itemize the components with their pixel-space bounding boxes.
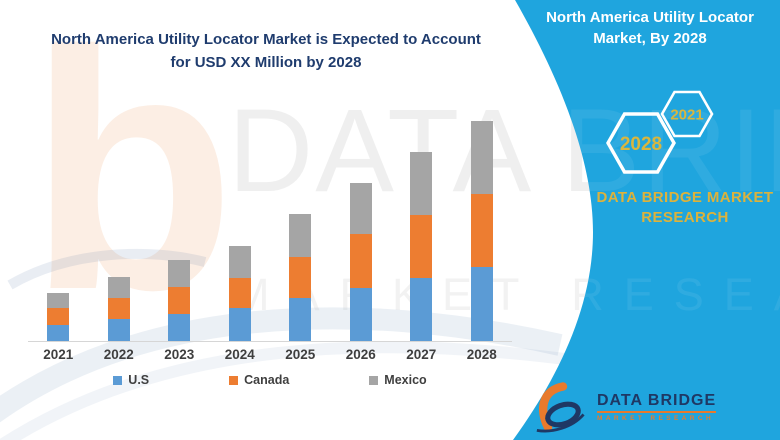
watermark-b-logo: b: [28, 0, 236, 361]
legend-label: Mexico: [384, 373, 427, 387]
bar-segment-2024-mexico: [228, 246, 251, 278]
bar-segment-2024-canada: [228, 278, 251, 308]
bar-segment-2028-mexico: [470, 121, 493, 194]
x-axis-label-2023: 2023: [164, 347, 195, 362]
legend-swatch-icon: [113, 375, 123, 385]
x-axis-label-2022: 2022: [103, 347, 134, 362]
chart-title: North America Utility Locator Market is …: [51, 31, 481, 72]
bar-segment-2024-us: [228, 308, 251, 341]
stacked-bar-chart: [28, 78, 512, 342]
bar-segment-2022-canada: [107, 298, 130, 319]
stacked-bar-2022: [107, 277, 130, 341]
stacked-bar-2025: [289, 214, 312, 341]
bar-segment-2022-us: [107, 319, 130, 341]
logo-name: DATA BRIDGE: [597, 392, 717, 413]
bar-segment-2021-us: [47, 325, 70, 341]
bar-segment-2022-mexico: [107, 277, 130, 298]
stacked-bar-2023: [168, 260, 191, 341]
bar-column-2023: [149, 78, 210, 341]
watermark-overlay-data-bridge: DATA BRIDGE: [228, 85, 780, 217]
banner-title: North America Utility Locator Market, By…: [546, 9, 754, 47]
watermark-overlay-market-research: MARKET RESEARCH: [232, 269, 780, 320]
hexagon-2028-icon: [606, 112, 676, 174]
bar-segment-2026-canada: [349, 234, 372, 288]
legend-item-mexico: Mexico: [369, 373, 427, 387]
stacked-bar-2028: [470, 121, 493, 341]
bar-segment-2025-us: [289, 298, 312, 341]
year-hexagons: 2021 2028: [606, 90, 714, 174]
bar-column-2022: [89, 78, 150, 341]
hexagon-year-2021: 2021: [670, 107, 703, 124]
bar-segment-2023-mexico: [168, 260, 191, 287]
legend-item-us: U.S: [113, 373, 149, 387]
stacked-bar-2024: [228, 246, 251, 341]
bar-segment-2021-mexico: [47, 293, 70, 308]
x-axis-label-2021: 2021: [43, 347, 74, 362]
bar-segment-2026-us: [349, 288, 372, 341]
legend-swatch-icon: [229, 375, 239, 385]
stacked-bar-2026: [349, 183, 372, 341]
bar-segment-2025-canada: [289, 257, 312, 298]
bar-segment-2023-canada: [168, 287, 191, 314]
stacked-bar-2021: [47, 293, 70, 341]
bar-segment-2026-mexico: [349, 183, 372, 234]
legend-label: Canada: [244, 373, 290, 387]
bar-column-2026: [331, 78, 392, 341]
x-axis-label-2026: 2026: [345, 347, 376, 362]
data-bridge-logo: DATA BRIDGE MARKET RESEARCH: [535, 380, 717, 434]
x-axis-label-2024: 2024: [224, 347, 255, 362]
bar-column-2025: [270, 78, 331, 341]
x-axis-label-2027: 2027: [406, 347, 437, 362]
bar-segment-2027-canada: [410, 215, 433, 278]
legend-swatch-icon: [369, 375, 379, 385]
bar-segment-2027-mexico: [410, 152, 433, 215]
bar-segment-2021-canada: [47, 308, 70, 325]
bar-segment-2025-mexico: [289, 214, 312, 257]
logo-subtitle: MARKET RESEARCH: [597, 415, 715, 422]
bar-segment-2027-us: [410, 278, 433, 341]
bar-segment-2023-us: [168, 314, 191, 341]
bar-segment-2028-us: [470, 267, 493, 341]
bar-segment-2028-canada: [470, 194, 493, 267]
x-axis-label-2025: 2025: [285, 347, 316, 362]
brand-text: DATA BRIDGE MARKET RESEARCH: [596, 189, 774, 227]
data-bridge-b-icon: [536, 382, 585, 433]
bar-column-2024: [210, 78, 271, 341]
hexagon-2021-icon: [660, 90, 714, 138]
chart-legend: U.S Canada Mexico: [28, 373, 512, 387]
bar-column-2028: [452, 78, 513, 341]
bar-column-2027: [391, 78, 452, 341]
legend-label: U.S: [128, 373, 150, 387]
x-axis-label-2028: 2028: [466, 347, 497, 362]
stacked-bar-2027: [410, 152, 433, 341]
bar-column-2021: [28, 78, 89, 341]
legend-item-canada: Canada: [229, 373, 289, 387]
x-axis-labels: 2021 2022 2023 2024 2025 2026 2027 2028: [28, 347, 512, 362]
hexagon-year-2028: 2028: [620, 134, 662, 155]
